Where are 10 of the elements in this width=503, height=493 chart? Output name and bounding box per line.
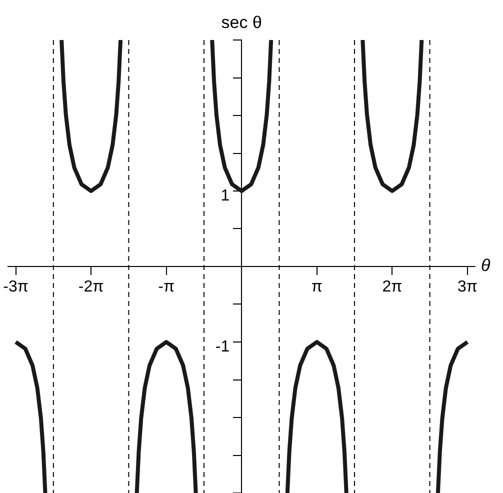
y-tick-label: -1 xyxy=(215,338,230,356)
x-axis-title: θ xyxy=(481,256,491,276)
y-axis-title: sec θ xyxy=(221,13,262,32)
x-tick-label: -3π xyxy=(3,278,28,296)
x-tick-label: π xyxy=(311,278,322,296)
x-tick-label: -2π xyxy=(78,278,104,296)
x-tick-label: 3π xyxy=(457,278,478,296)
x-tick-label: 2π xyxy=(382,278,402,296)
x-tick-label: -π xyxy=(158,278,175,296)
y-tick-label: 1 xyxy=(220,187,230,204)
